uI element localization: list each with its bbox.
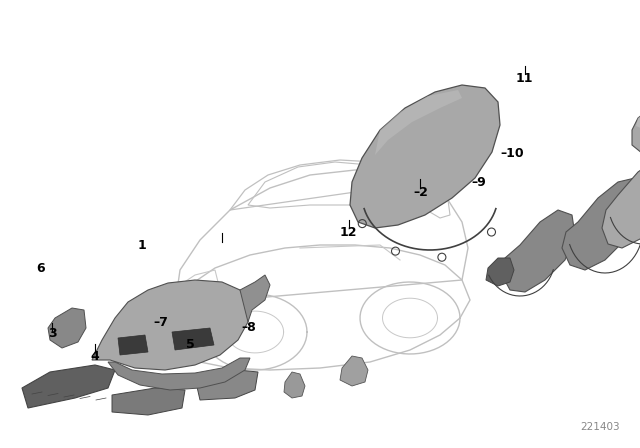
Polygon shape [350,85,500,228]
Polygon shape [502,210,575,292]
Polygon shape [602,155,640,248]
Text: –8: –8 [241,320,256,334]
Text: –2: –2 [413,186,428,199]
Polygon shape [92,280,250,370]
Polygon shape [112,388,185,415]
Text: –7: –7 [154,316,169,329]
Polygon shape [284,372,305,398]
Polygon shape [195,370,258,400]
Polygon shape [562,178,640,270]
Polygon shape [340,356,368,386]
Text: –9: –9 [471,176,486,190]
Polygon shape [375,90,462,155]
Polygon shape [240,275,270,322]
Polygon shape [118,335,148,355]
Polygon shape [22,365,115,408]
Text: 1: 1 [138,239,147,252]
Text: 4: 4 [90,349,99,363]
Polygon shape [48,308,86,348]
Text: 6: 6 [36,262,45,276]
Text: 5: 5 [186,337,195,351]
Text: 221403: 221403 [580,422,620,432]
Polygon shape [486,258,514,286]
Polygon shape [172,328,214,350]
Text: 12: 12 [340,226,358,240]
Polygon shape [108,358,250,390]
Text: –10: –10 [500,146,524,160]
Polygon shape [632,95,640,162]
Text: 11: 11 [516,72,534,85]
Text: 3: 3 [48,327,57,340]
Polygon shape [636,98,640,132]
